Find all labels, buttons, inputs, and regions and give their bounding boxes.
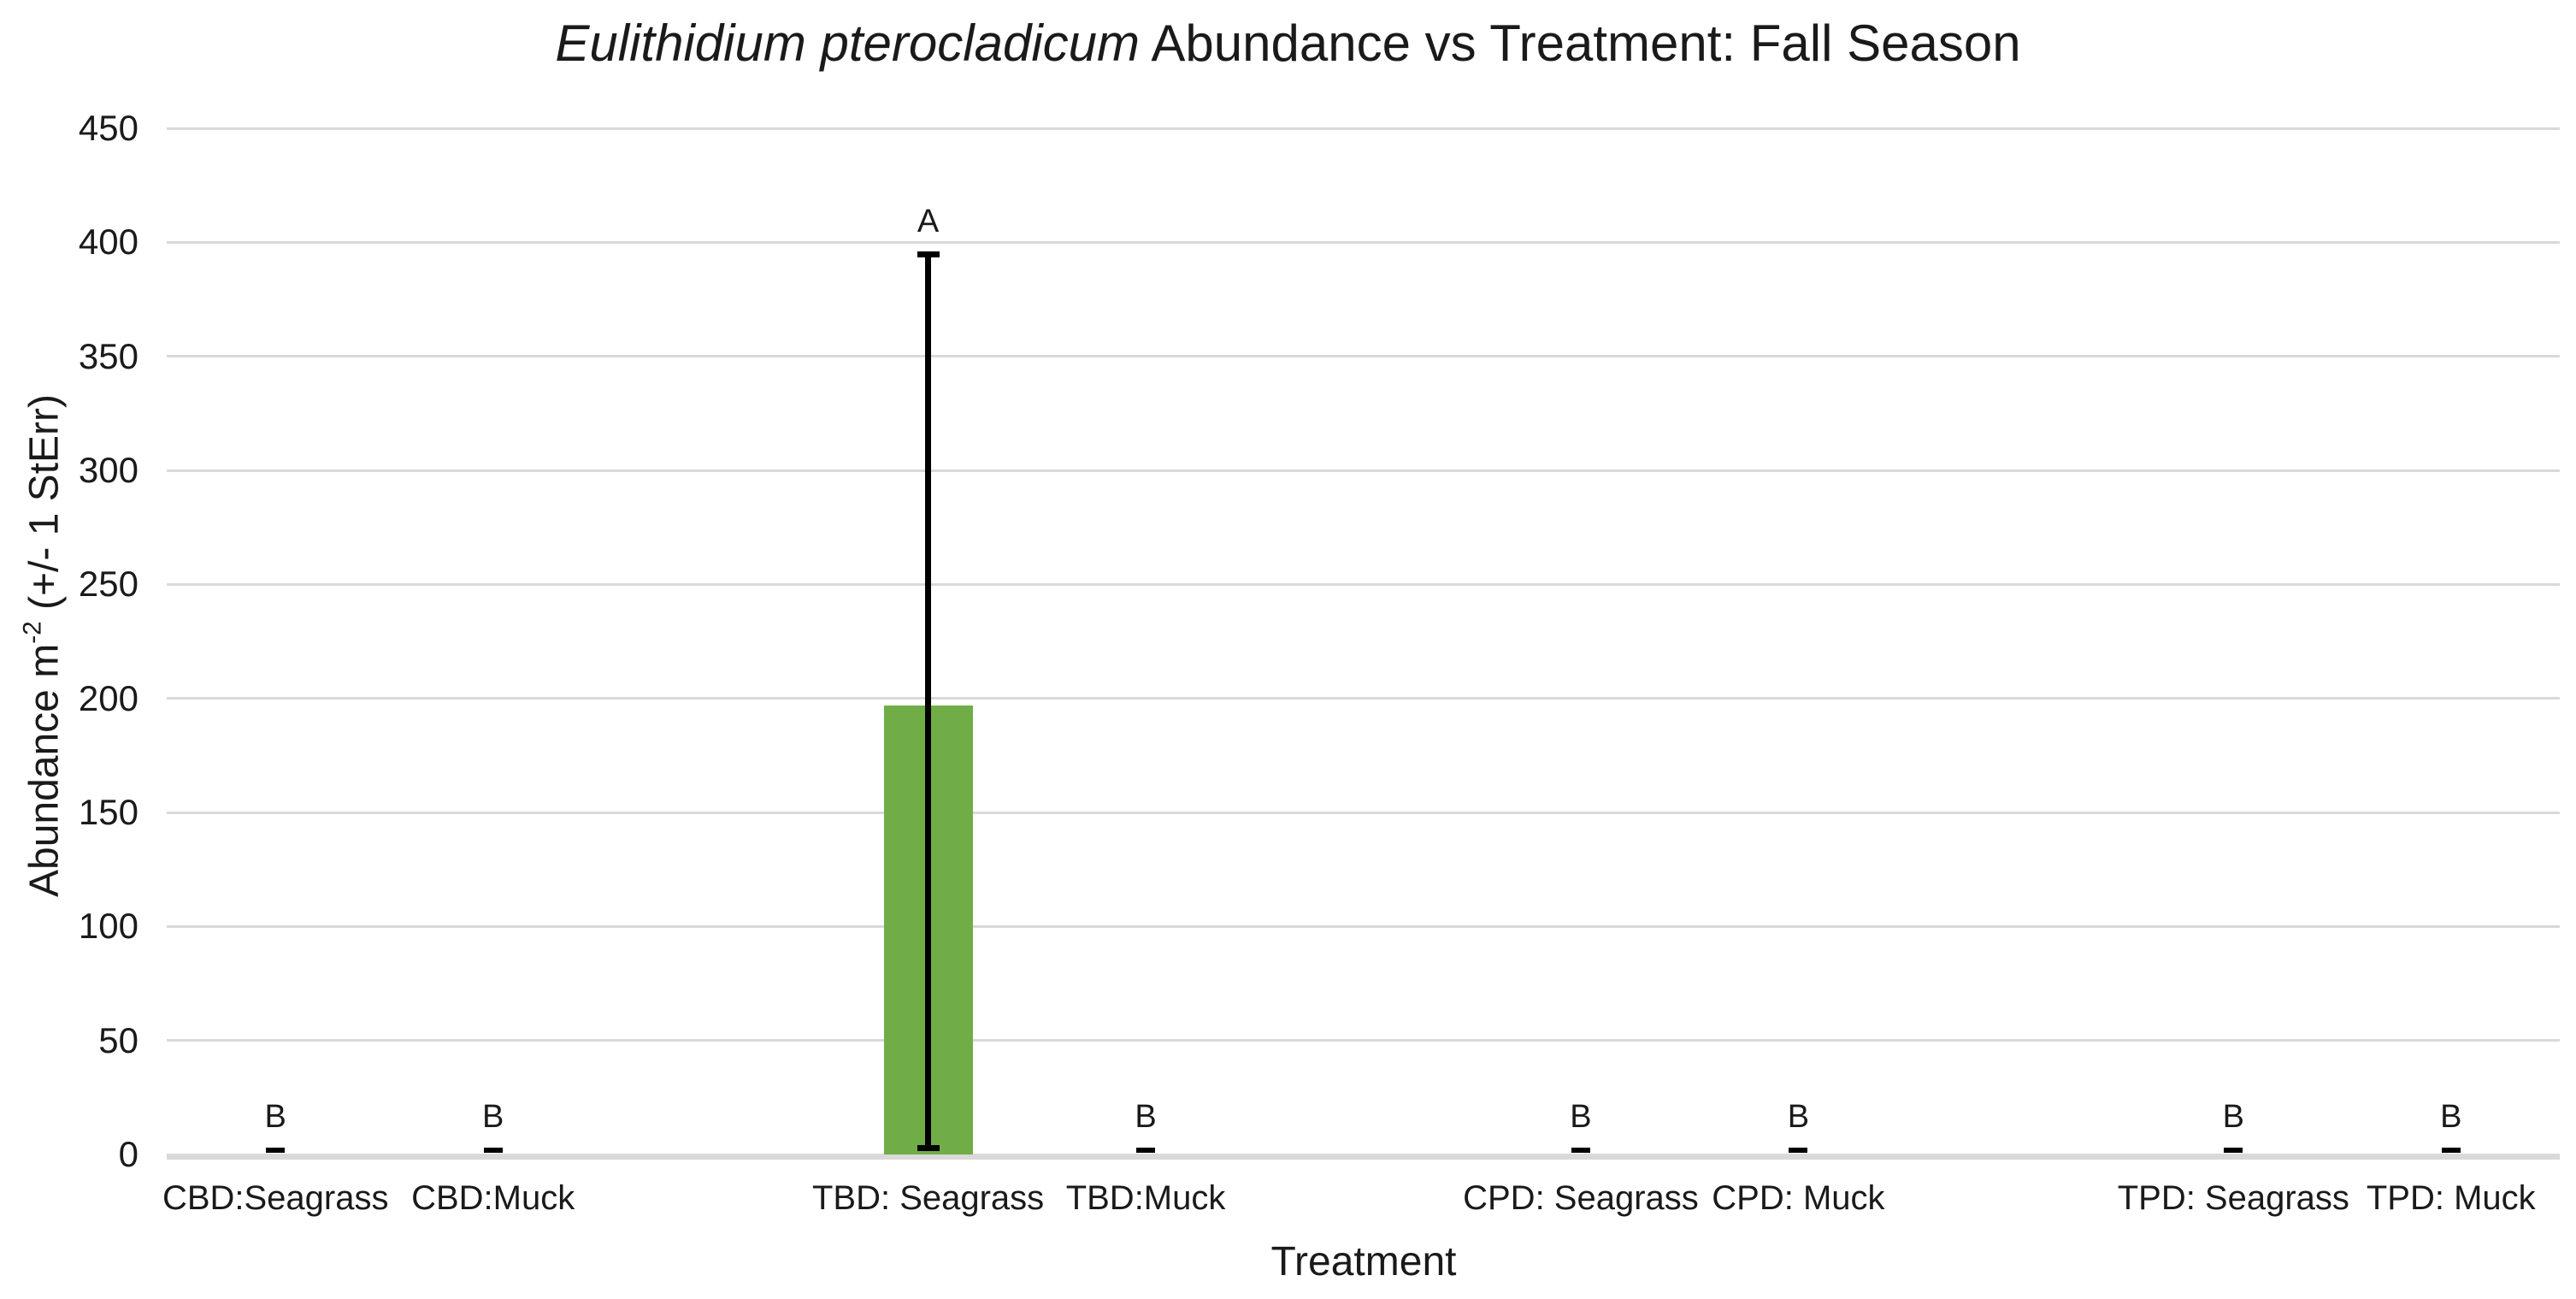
error-bar-cap <box>1571 1148 1590 1153</box>
gridline <box>167 355 2560 358</box>
error-bar-bottom-cap <box>917 1145 940 1151</box>
significance-letter: B <box>264 1099 286 1135</box>
significance-letter: B <box>1787 1099 1810 1135</box>
y-tick-label: 100 <box>78 906 139 947</box>
x-axis-title: Treatment <box>1270 1239 1457 1284</box>
y-tick-label: 400 <box>78 221 139 263</box>
y-tick-label: 350 <box>78 335 139 376</box>
gridline <box>167 1039 2560 1042</box>
y-tick-label: 250 <box>78 564 139 605</box>
x-axis-labels: CBD:Seagrass CBD:Muck TBD: Seagrass TBD:Muc… <box>162 1178 2560 1221</box>
y-tick-label: 150 <box>78 792 139 832</box>
x-category-label: TPD: Muck <box>2366 1179 2536 1217</box>
error-bar-top-cap <box>917 251 940 257</box>
significance-letter: B <box>2440 1099 2462 1135</box>
y-tick-label: 300 <box>78 450 139 490</box>
error-bar-line <box>925 253 932 1151</box>
significance-letter: A <box>917 203 940 239</box>
y-tick-label: 200 <box>78 677 139 718</box>
chart-title: Eulithidium pterocladicum Abundance vs T… <box>0 14 2576 73</box>
gridline <box>167 469 2560 472</box>
chart-title-species: Eulithidium pterocladicum <box>555 15 1141 72</box>
y-tick-label: 50 <box>98 1019 139 1060</box>
gridline <box>167 924 2560 928</box>
x-category-label: TPD: Seagrass <box>2117 1179 2349 1217</box>
x-category-label: TBD:Muck <box>1065 1179 1226 1217</box>
y-tick-label: 450 <box>78 108 139 148</box>
error-bar-cap <box>483 1148 503 1153</box>
error-bar-cap <box>1136 1148 1156 1153</box>
gridline <box>167 582 2560 586</box>
x-category-label: CPD: Seagrass <box>1463 1179 1699 1217</box>
y-axis-ticks: 450 400 350 300 250 200 150 100 50 0 <box>0 108 139 1174</box>
gridline <box>167 697 2560 700</box>
chart-title-text: Abundance vs Treatment: Fall Season <box>1140 15 2021 72</box>
y-tick-label: 0 <box>118 1134 139 1174</box>
plot-area: B B A B B B B B <box>167 127 2560 1160</box>
gridline <box>167 127 2560 130</box>
x-axis-baseline <box>167 1154 2560 1160</box>
gridline <box>167 240 2560 244</box>
significance-letter: B <box>2222 1099 2244 1135</box>
gridline <box>167 811 2560 814</box>
significance-letter: B <box>1570 1099 1592 1135</box>
error-bar-cap <box>2441 1148 2461 1153</box>
significance-letter: B <box>481 1099 504 1135</box>
significance-letter: B <box>1135 1099 1157 1135</box>
error-bar-cap <box>266 1148 286 1153</box>
error-bar-cap <box>2224 1148 2243 1153</box>
x-category-label: CBD:Muck <box>411 1179 575 1217</box>
error-bar-cap <box>1789 1148 1808 1153</box>
x-category-label: TBD: Seagrass <box>811 1179 1045 1217</box>
x-category-label: CBD:Seagrass <box>162 1179 389 1217</box>
x-category-label: CPD: Muck <box>1712 1179 1885 1217</box>
